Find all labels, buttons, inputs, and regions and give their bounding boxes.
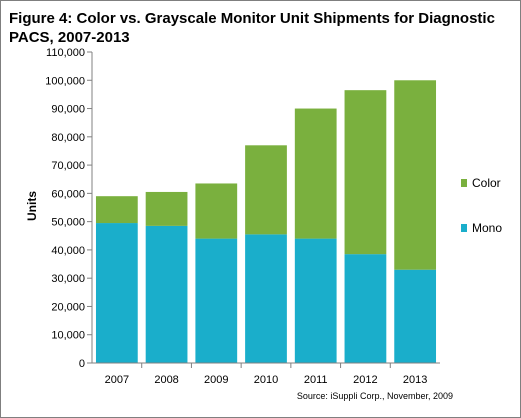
bar-color-2013 xyxy=(394,80,437,270)
legend: Color Mono xyxy=(461,176,502,235)
y-tick-label: 10,000 xyxy=(51,330,85,342)
x-axis-ticks: 2007 2008 2009 2010 2011 2012 2013 xyxy=(105,363,427,386)
source-note: Source: iSuppli Corp., November, 2009 xyxy=(297,391,453,401)
x-tick-label: 2007 xyxy=(105,374,129,386)
bar-color-2009 xyxy=(195,183,238,239)
legend-swatch-color xyxy=(461,179,467,187)
y-tick-label: 110,000 xyxy=(46,47,85,59)
bar-mono-2009 xyxy=(195,238,238,363)
x-tick-label: 2011 xyxy=(304,374,328,386)
chart-title: Figure 4: Color vs. Grayscale Monitor Un… xyxy=(9,10,495,46)
bars xyxy=(95,80,437,363)
y-tick-label: 90,000 xyxy=(51,104,85,116)
x-tick-label: 2009 xyxy=(204,374,228,386)
bar-color-2008 xyxy=(145,191,188,226)
bar-color-2012 xyxy=(344,90,387,255)
x-tick-label: 2012 xyxy=(353,374,377,386)
y-tick-label: 20,000 xyxy=(51,301,85,313)
legend-swatch-mono xyxy=(461,224,467,232)
x-tick-label: 2013 xyxy=(403,374,427,386)
x-tick-label: 2008 xyxy=(154,374,178,386)
y-axis-ticks: 0 10,000 20,000 30,000 40,000 50,000 60,000 70,… xyxy=(45,47,92,370)
bar-color-2011 xyxy=(294,108,337,239)
y-tick-label: 0 xyxy=(79,358,85,370)
bar-mono-2012 xyxy=(344,254,387,363)
bar-color-2007 xyxy=(95,196,138,224)
y-tick-label: 60,000 xyxy=(51,188,85,200)
y-tick-label: 50,000 xyxy=(51,217,85,229)
bar-mono-2013 xyxy=(394,269,437,363)
legend-label-mono: Mono xyxy=(472,221,502,235)
y-tick-label: 80,000 xyxy=(51,132,85,144)
y-tick-label: 30,000 xyxy=(51,273,85,285)
bar-mono-2010 xyxy=(245,234,287,363)
x-tick-label: 2010 xyxy=(254,374,278,386)
bar-color-2010 xyxy=(245,145,287,235)
legend-label-color: Color xyxy=(472,176,501,190)
y-axis-label: Units xyxy=(25,191,39,221)
bar-mono-2011 xyxy=(294,238,337,363)
bar-mono-2007 xyxy=(95,223,138,363)
bar-mono-2008 xyxy=(145,225,188,363)
y-tick-label: 100,000 xyxy=(45,75,85,87)
y-tick-label: 40,000 xyxy=(51,245,85,257)
y-tick-label: 70,000 xyxy=(51,160,85,172)
